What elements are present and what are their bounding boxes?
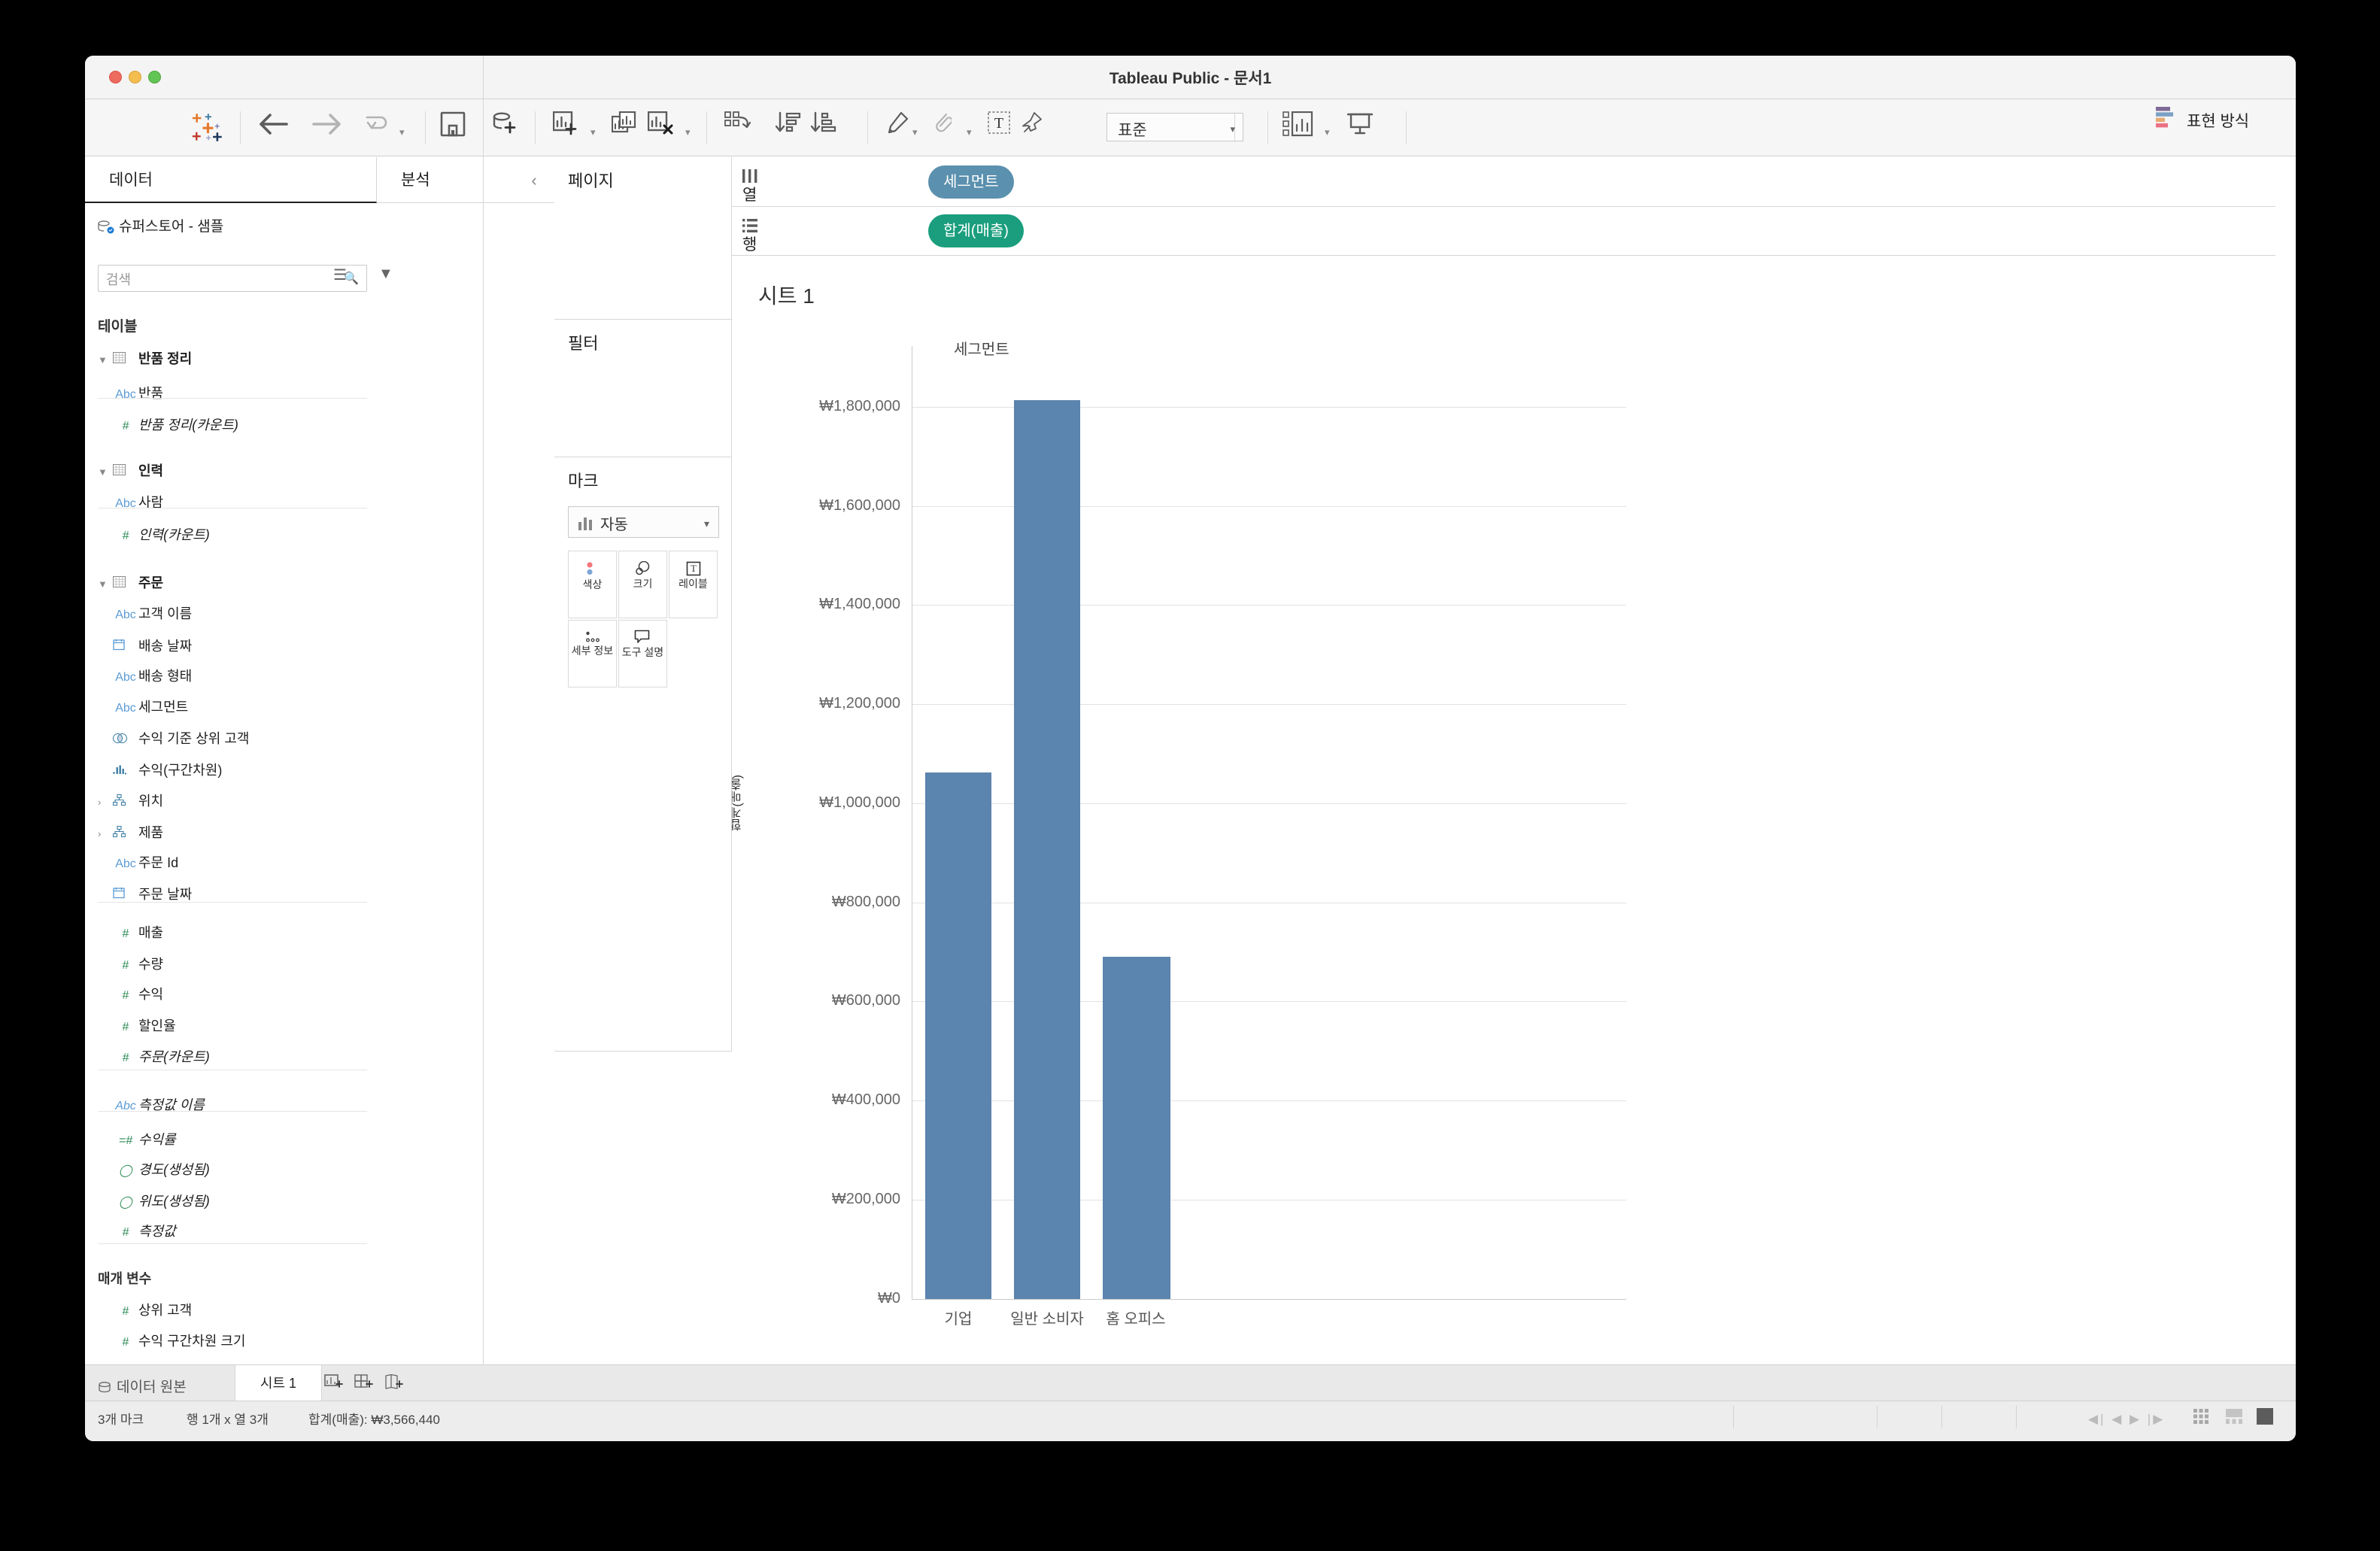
svg-text:T: T bbox=[691, 563, 697, 574]
svg-text:T: T bbox=[994, 115, 1003, 132]
